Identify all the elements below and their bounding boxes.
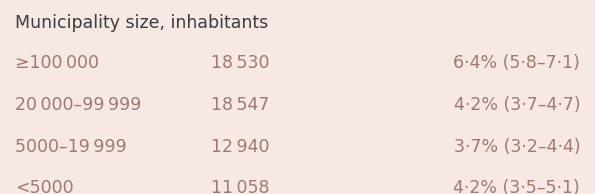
Text: 18 530: 18 530 <box>211 54 270 72</box>
Text: 18 547: 18 547 <box>211 96 270 114</box>
Text: 6·4% (5·8–7·1): 6·4% (5·8–7·1) <box>453 54 580 72</box>
Text: 12 940: 12 940 <box>211 138 270 156</box>
Text: 4·2% (3·5–5·1): 4·2% (3·5–5·1) <box>453 179 580 194</box>
Text: Municipality size, inhabitants: Municipality size, inhabitants <box>15 14 268 32</box>
Text: 3·7% (3·2–4·4): 3·7% (3·2–4·4) <box>453 138 580 156</box>
Text: 5000–19 999: 5000–19 999 <box>15 138 127 156</box>
Text: 4·2% (3·7–4·7): 4·2% (3·7–4·7) <box>453 96 580 114</box>
Text: 11 058: 11 058 <box>211 179 270 194</box>
Text: ≥100 000: ≥100 000 <box>15 54 99 72</box>
Text: <5000: <5000 <box>15 179 74 194</box>
Text: 20 000–99 999: 20 000–99 999 <box>15 96 141 114</box>
